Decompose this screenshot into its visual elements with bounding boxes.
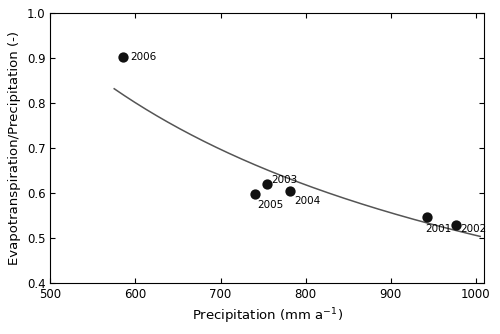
X-axis label: Precipitation (mm a$^{-1}$): Precipitation (mm a$^{-1}$) [192, 306, 343, 326]
Point [264, 181, 272, 187]
Text: 2002: 2002 [460, 224, 487, 234]
Point [422, 214, 430, 220]
Text: 2003: 2003 [272, 175, 298, 185]
Point [250, 191, 258, 196]
Text: 2004: 2004 [294, 196, 321, 206]
Point [118, 55, 126, 60]
Point [452, 222, 460, 228]
Y-axis label: Evapotranspiration/Precipitation (-): Evapotranspiration/Precipitation (-) [8, 31, 22, 265]
Text: 2001: 2001 [425, 224, 451, 234]
Text: 2006: 2006 [130, 52, 156, 62]
Text: 2005: 2005 [257, 199, 283, 209]
Point [286, 188, 294, 194]
